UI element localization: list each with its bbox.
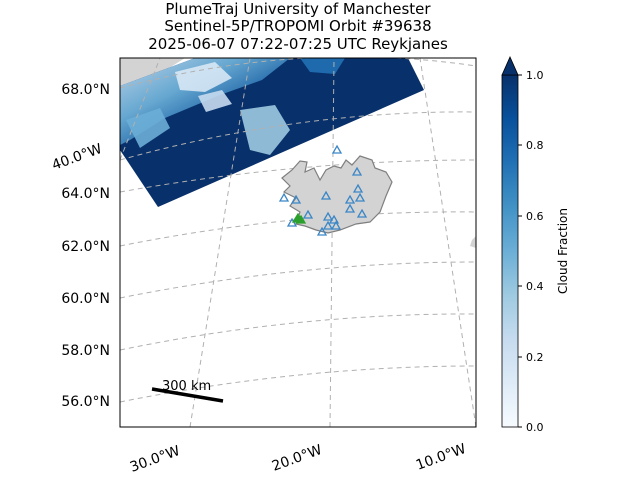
lon-line-40 [120, 58, 161, 161]
swath-cloud-patch-1 [240, 105, 290, 155]
lat-line-58 [120, 313, 476, 351]
volcano-marker [344, 203, 356, 213]
volcano-marker [352, 183, 364, 193]
swath-cloud-patch-5 [198, 90, 232, 112]
map-frame [119, 57, 477, 428]
volcano-marker [356, 208, 368, 218]
lat-tick-label: 64.0°N [61, 186, 110, 202]
colorbar-extend-arrow [501, 56, 519, 76]
volcano-marker [331, 144, 343, 154]
lat-tick-label: 68.0°N [61, 82, 110, 98]
active-volcano-marker [295, 214, 307, 224]
colorbar-tick-label: 0.6 [526, 210, 544, 223]
swath-cloud-patch-2 [175, 62, 232, 92]
colorbar: 1.0 0.8 0.6 0.4 0.2 0.0 Cloud Fraction [501, 56, 570, 434]
land-fragment-right [470, 236, 476, 248]
volcano-marker [322, 220, 334, 230]
volcano-marker [278, 192, 290, 202]
volcano-marker [320, 190, 332, 200]
lat-tick-label: 56.0°N [61, 394, 110, 410]
lon-tick-label: 30.0°W [128, 443, 182, 476]
lat-tick-label: 62.0°N [61, 239, 110, 255]
volcano-marker [354, 192, 366, 202]
swath-cloud-light [120, 58, 290, 145]
colorbar-tick-label: 0.4 [526, 280, 544, 293]
colorbar-tick-label: 0.2 [526, 351, 544, 364]
lon-tick-label: 40.0°W [50, 141, 104, 174]
volcano-marker [330, 220, 342, 230]
colorbar-tick-label: 0.0 [526, 421, 544, 434]
scale-bar-label: 300 km [162, 379, 211, 394]
lat-line-66 [120, 111, 476, 161]
lat-tick-label: 58.0°N [61, 343, 110, 359]
lon-tick-label: 10.0°W [414, 441, 468, 474]
volcano-marker [328, 214, 340, 224]
satellite-swath [120, 58, 424, 207]
scale-bar [151, 387, 224, 403]
volcano-marker [322, 211, 334, 221]
title-line-3: 2025-06-07 07:22-07:25 UTC Reykjanes [148, 35, 448, 53]
volcano-marker [351, 166, 363, 176]
volcano-marker [344, 194, 356, 204]
colorbar-tick-label: 1.0 [526, 69, 544, 82]
lon-tick-label: 20.0°W [270, 442, 324, 475]
lon-line-20 [329, 58, 335, 427]
colorbar-tick-label: 0.8 [526, 139, 544, 152]
map-area: 300 km [120, 58, 476, 427]
colorbar-label: Cloud Fraction [556, 208, 570, 294]
lat-tick-label: 60.0°N [61, 291, 110, 307]
colorbar-ticks [518, 74, 522, 428]
lat-line-60 [120, 261, 476, 299]
volcano-marker [316, 226, 328, 236]
volcano-marker [290, 194, 302, 204]
volcano-marker [302, 209, 314, 219]
title-line-2: Sentinel-5P/TROPOMI Orbit #39638 [164, 17, 431, 35]
volcano-markers [278, 144, 368, 236]
title-line-1: PlumeTraj University of Manchester [165, 0, 431, 18]
colorbar-gradient [501, 74, 519, 428]
swath-cloud-patch-3 [300, 58, 345, 74]
